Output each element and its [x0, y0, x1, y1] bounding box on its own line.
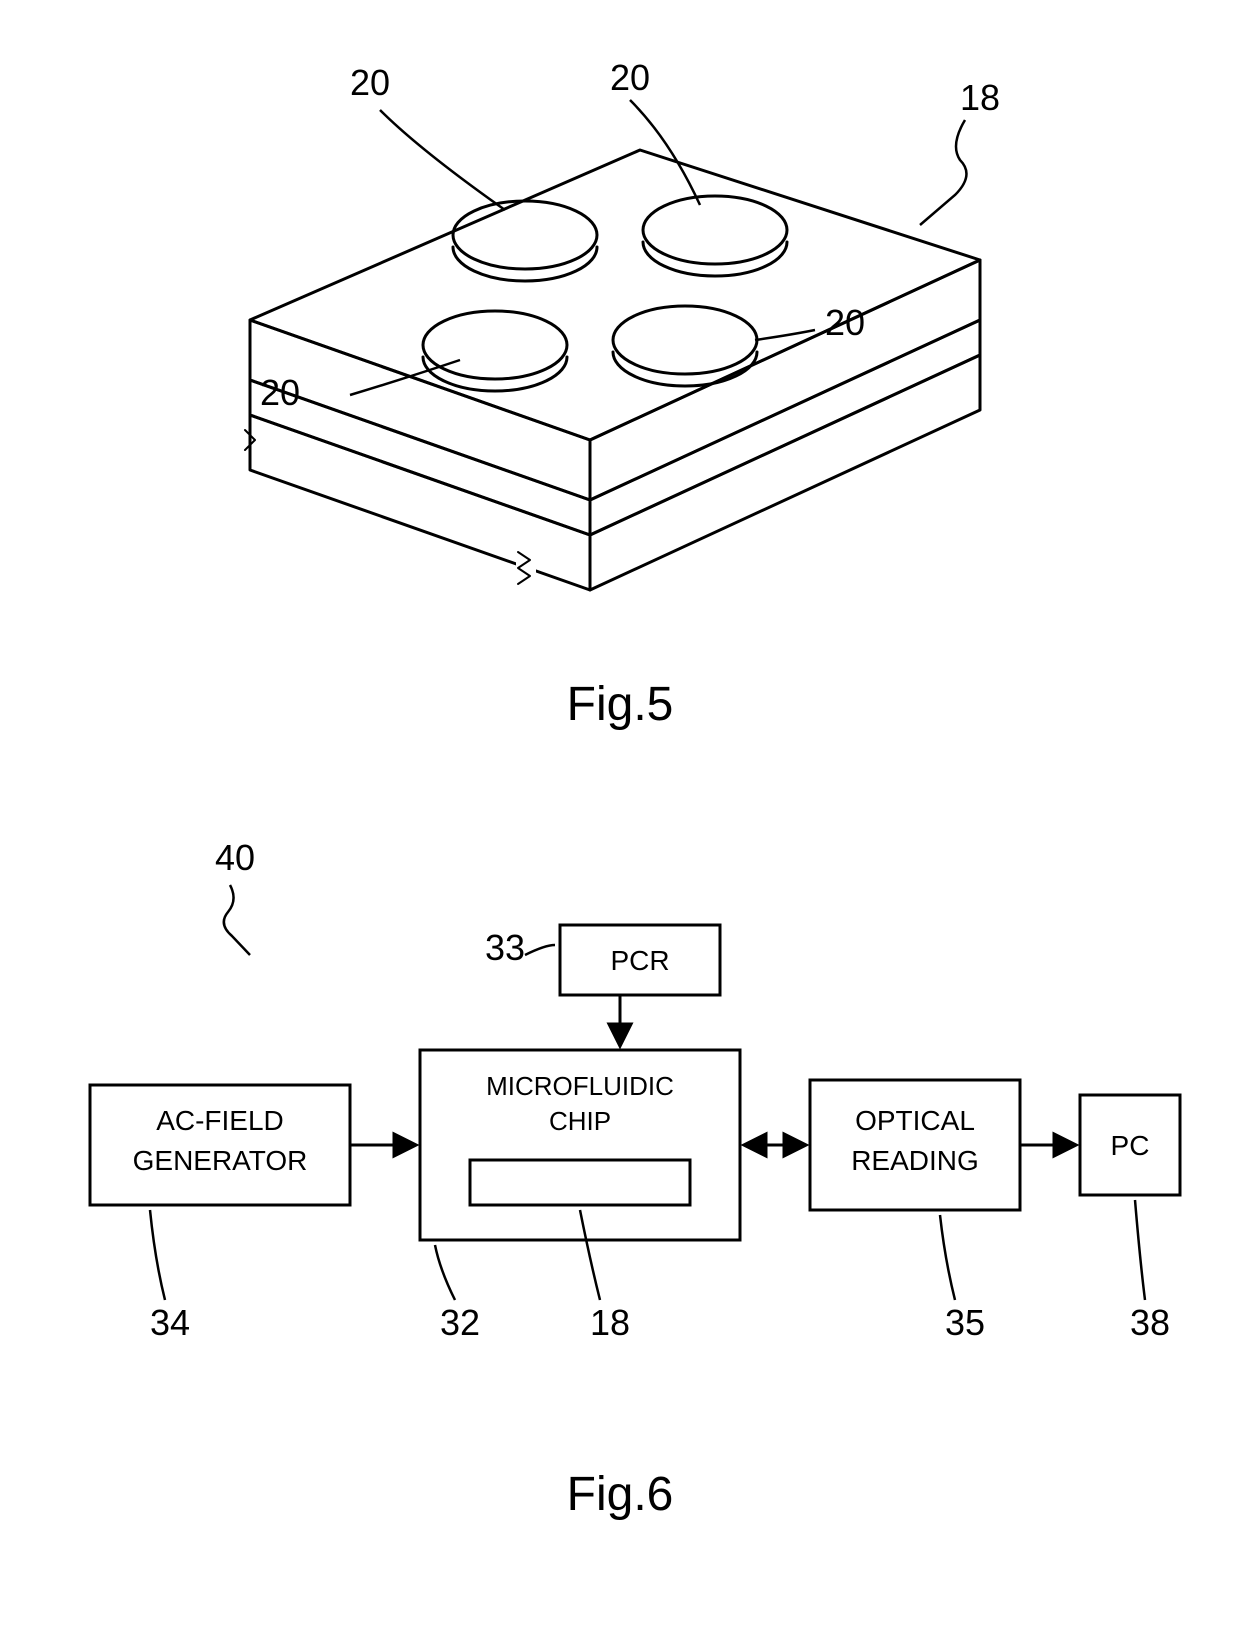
fig6-ref-32: 32 — [440, 1302, 480, 1343]
fig6-chip-line2: CHIP — [549, 1106, 611, 1136]
fig6-ref-40: 40 — [215, 837, 255, 878]
fig5-ref-18: 18 — [960, 77, 1000, 118]
fig5-ref-20-l: 20 — [260, 372, 300, 413]
fig5-leaders — [350, 100, 966, 395]
fig6-ref-38: 38 — [1130, 1302, 1170, 1343]
fig5-ref-20-tl: 20 — [350, 62, 390, 103]
fig6-ref-33: 33 — [485, 927, 525, 968]
fig6-group: 40 AC-FIELD GENERATOR PCR MICROF — [90, 837, 1180, 1521]
fig5-group: 20 20 20 20 18 Fig.5 — [245, 57, 1000, 731]
fig5-ref-20-r: 20 — [825, 302, 865, 343]
fig6-box-chip-inner — [470, 1160, 690, 1205]
fig6-optical-line2: READING — [851, 1145, 979, 1176]
figure-canvas: 20 20 20 20 18 Fig.5 40 — [0, 0, 1240, 1640]
fig5-ref-20-tr: 20 — [610, 57, 650, 98]
fig6-ref-40-leader — [224, 885, 250, 955]
fig5-caption: Fig.5 — [567, 678, 674, 731]
fig6-optical-line1: OPTICAL — [855, 1105, 975, 1136]
fig6-ref-34: 34 — [150, 1302, 190, 1343]
fig6-ac-line2: GENERATOR — [133, 1145, 308, 1176]
fig6-ref-18: 18 — [590, 1302, 630, 1343]
fig6-pcr-line1: PCR — [610, 945, 669, 976]
fig6-ref-35: 35 — [945, 1302, 985, 1343]
fig6-ac-line1: AC-FIELD — [156, 1105, 284, 1136]
fig5-device — [245, 150, 980, 590]
fig6-pc-line1: PC — [1111, 1130, 1150, 1161]
fig6-ref-leaders — [150, 945, 1145, 1300]
fig6-caption: Fig.6 — [567, 1468, 674, 1521]
fig6-chip-line1: MICROFLUIDIC — [486, 1071, 674, 1101]
